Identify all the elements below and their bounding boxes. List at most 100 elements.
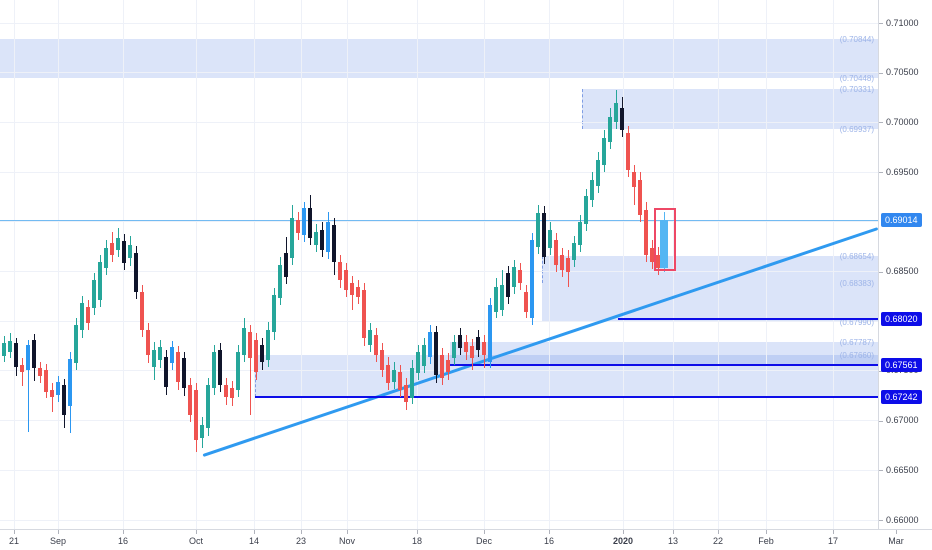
time-axis-label: 18 (411, 536, 423, 546)
candle-body (272, 294, 276, 333)
candle-body (122, 240, 126, 264)
time-axis[interactable]: 21 Sep 16 Oct 14 23 Nov 18 Dec 16 2020 13 22 Feb 17 Mar (0, 529, 932, 550)
zone-price-label: (0.68654) (839, 252, 874, 262)
price-axis[interactable]: 0.71000 0.70500 0.70000 0.69500 0.68500 0.675… (878, 0, 932, 529)
ray-price-badge: 0.68020 (881, 312, 922, 327)
candle-body (38, 368, 42, 376)
candle-body (482, 341, 486, 355)
time-axis-label: 14 (248, 536, 260, 546)
candle-body (242, 328, 246, 355)
horizontal-ray[interactable] (450, 363, 878, 366)
time-axis-label: 23 (295, 536, 307, 546)
candle-body (236, 352, 240, 390)
candle-body (20, 365, 24, 372)
time-axis-label: Sep (49, 536, 67, 546)
candle-body (68, 358, 72, 406)
candle-body (224, 385, 228, 398)
candle-body (554, 239, 558, 266)
h-gridline (0, 469, 878, 471)
time-tick (833, 530, 834, 534)
price-axis-label: 0.71000 (886, 17, 919, 28)
candle-body (500, 285, 504, 310)
candle-body (266, 330, 270, 360)
horizontal-ray[interactable] (255, 395, 878, 398)
candle-body (620, 107, 624, 130)
candle-body (248, 332, 252, 358)
price-tick (879, 420, 883, 422)
zone-dashed-edge (582, 89, 583, 129)
time-tick (673, 530, 674, 534)
time-tick (254, 530, 255, 534)
candle-body (164, 356, 168, 387)
candle-body (314, 232, 318, 246)
candle-body (614, 103, 618, 122)
h-gridline (0, 221, 878, 223)
time-tick (347, 530, 348, 534)
supply-demand-zone[interactable] (255, 354, 878, 397)
time-tick (58, 530, 59, 534)
time-axis-label: Dec (475, 536, 493, 546)
candle-body (452, 341, 456, 358)
candle-body (446, 359, 450, 372)
h-gridline (0, 171, 878, 173)
supply-demand-zone[interactable] (542, 256, 878, 284)
candle-body (134, 253, 138, 292)
candle-body (458, 335, 462, 349)
time-axis-label: 22 (712, 536, 724, 546)
candle-body (632, 172, 636, 187)
candle-body (104, 248, 108, 268)
candle-body (302, 207, 306, 235)
last-price-line (0, 220, 878, 222)
supply-demand-zone[interactable] (0, 38, 878, 78)
candle-body (644, 209, 648, 255)
v-gridline (301, 0, 302, 529)
candle-body (206, 385, 210, 428)
time-tick (301, 530, 302, 534)
candle-wick (27, 339, 29, 433)
candle-body (128, 245, 132, 258)
price-axis-label: 0.67000 (886, 415, 919, 426)
price-tick (879, 23, 883, 24)
candle-body (470, 346, 474, 358)
candle-body (398, 371, 402, 390)
zone-price-label: (0.70844) (839, 34, 874, 44)
last-price-badge: 0.69014 (881, 213, 922, 228)
price-tick (879, 520, 883, 521)
price-axis-label: 0.66500 (886, 464, 919, 475)
candle-body (524, 291, 528, 312)
candle-body (26, 345, 30, 370)
candle-body (230, 387, 234, 399)
supply-demand-zone[interactable] (450, 342, 878, 365)
time-tick (549, 530, 550, 534)
candle-body (434, 332, 438, 375)
h-gridline (0, 320, 878, 322)
horizontal-ray[interactable] (618, 318, 878, 321)
candle-body (512, 267, 516, 287)
supply-demand-zone[interactable] (542, 283, 878, 323)
zone-price-label: (0.67787) (839, 338, 874, 348)
highlight-rectangle[interactable] (654, 207, 676, 271)
v-gridline (718, 0, 719, 529)
candle-body (578, 221, 582, 246)
candle-body (488, 304, 492, 362)
time-tick (484, 530, 485, 534)
candle-body (14, 342, 18, 367)
chart-canvas[interactable]: (0.70844) (0.70448) (0.70331) (0.69937) (0.6… (0, 0, 878, 529)
candle-body (80, 303, 84, 331)
candle-body (98, 262, 102, 301)
v-gridline (833, 0, 834, 529)
candle-body (494, 287, 498, 312)
candle-body (176, 352, 180, 383)
price-tick (879, 470, 883, 472)
candle-body (56, 382, 60, 395)
h-gridline (0, 370, 878, 372)
ray-price-badge: 0.67561 (881, 357, 922, 372)
v-gridline (58, 0, 59, 529)
candle-body (290, 218, 294, 258)
candle-body (320, 230, 324, 251)
time-tick (417, 530, 418, 534)
candle-body (158, 347, 162, 360)
candle-body (86, 306, 90, 323)
time-tick (623, 530, 624, 534)
candle-body (590, 180, 594, 201)
